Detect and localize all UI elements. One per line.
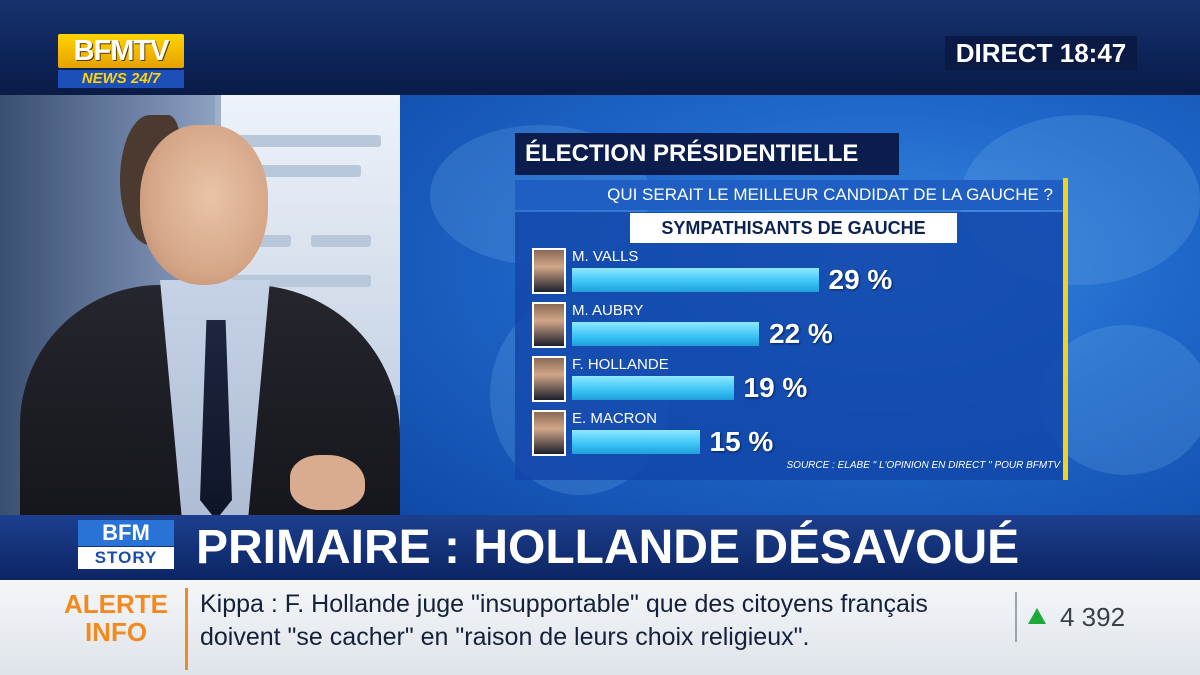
alert-band [0, 580, 1200, 675]
candidate-photo [532, 356, 566, 402]
candidate-photo [532, 302, 566, 348]
channel-logo-sub: NEWS 24/7 [58, 70, 184, 88]
poll-source: SOURCE : ELABE " L'OPINION EN DIRECT " P… [786, 460, 1061, 471]
poll-value-label: 19 % [743, 372, 808, 403]
poll-value-label: 15 % [709, 426, 774, 457]
alert-text-line1: Kippa : F. Hollande juge "insupportable"… [200, 590, 928, 618]
candidate-photo [532, 248, 566, 294]
candidate-name-label: F. HOLLANDE [572, 356, 669, 373]
alert-label-line1: ALERTE [64, 589, 168, 619]
headline: PRIMAIRE : HOLLANDE DÉSAVOUÉ [196, 521, 1020, 574]
live-indicator: DIRECT 18:47 [945, 36, 1137, 70]
panel-accent-rule [1063, 178, 1068, 480]
poll-value-label: 29 % [828, 264, 893, 295]
channel-logo: BFMTV NEWS 24/7 [58, 34, 184, 90]
poll-bar [572, 322, 759, 346]
presenter-tie [200, 320, 232, 515]
poll-subtitle: SYMPATHISANTS DE GAUCHE [630, 213, 957, 243]
story-logo-sub: STORY [78, 547, 174, 569]
studio-video [0, 95, 400, 515]
up-arrow-icon [1028, 608, 1046, 624]
story-logo: BFM STORY [78, 520, 174, 572]
market-ticker: 4 392 [1028, 600, 1178, 634]
alert-text: Kippa : F. Hollande juge "insupportable"… [200, 588, 1000, 668]
poll-title: ÉLECTION PRÉSIDENTIELLE [515, 133, 899, 175]
candidate-name-label: M. AUBRY [572, 302, 644, 319]
candidate-name-label: M. VALLS [572, 248, 639, 265]
presenter-head [140, 125, 268, 285]
poll-bar [572, 376, 734, 400]
alert-divider [185, 588, 188, 670]
alert-label-line2: INFO [84, 617, 148, 647]
candidate-photo [532, 410, 566, 456]
poll-bar [572, 268, 819, 292]
candidate-name-label: E. MACRON [572, 410, 658, 427]
ticker-value: 4 392 [1060, 602, 1126, 632]
ticker-divider [1015, 592, 1017, 642]
poll-question: QUI SERAIT LE MEILLEUR CANDIDAT DE LA GA… [515, 180, 1063, 210]
poll-value-label: 22 % [769, 318, 833, 349]
story-band [0, 515, 1200, 580]
alert-text-line2: doivent "se cacher" en "raison de leurs … [200, 623, 810, 651]
channel-logo-main: BFMTV [58, 34, 184, 68]
poll-bar [572, 430, 700, 454]
presenter-hand [290, 455, 365, 510]
alert-label: ALERTE INFO [60, 590, 172, 650]
story-logo-main: BFM [78, 520, 174, 546]
